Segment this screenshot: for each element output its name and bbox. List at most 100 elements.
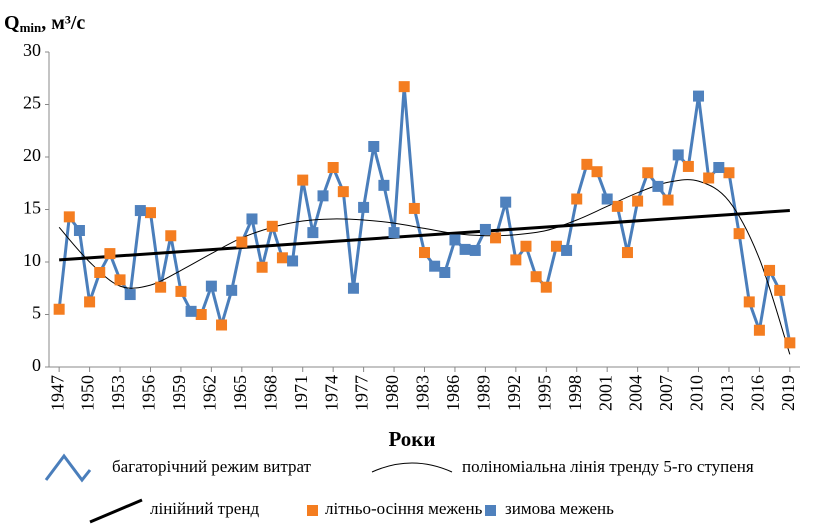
marker: [733, 228, 745, 240]
legend-label: зимова межень: [505, 499, 614, 518]
marker: [347, 282, 359, 294]
marker: [307, 227, 319, 239]
x-tick-label: 1968: [260, 375, 280, 411]
y-tick-label: 30: [23, 40, 41, 60]
marker: [124, 289, 136, 301]
marker: [591, 166, 603, 178]
y-label-sub: min: [20, 20, 42, 35]
marker: [155, 281, 167, 293]
marker: [713, 162, 725, 173]
marker: [500, 196, 512, 208]
marker: [358, 201, 370, 213]
marker: [540, 281, 552, 293]
marker: [205, 280, 217, 292]
legend-icon: [89, 498, 143, 524]
marker: [571, 193, 583, 205]
marker: [408, 202, 420, 214]
x-tick-label: 1965: [230, 375, 250, 411]
marker: [703, 172, 715, 184]
marker: [449, 234, 461, 246]
legend-label: літньо-осіння межень: [325, 499, 483, 518]
x-tick-label: 1998: [565, 375, 585, 411]
y-tick-label: 20: [23, 145, 41, 165]
x-tick-label: 1980: [382, 375, 402, 411]
marker: [621, 247, 633, 259]
marker: [84, 296, 96, 308]
marker: [63, 211, 75, 223]
marker: [73, 225, 85, 236]
marker: [672, 149, 684, 161]
marker: [642, 167, 654, 179]
x-tick-label: 1953: [108, 375, 128, 411]
y-tick-label: 15: [23, 198, 41, 218]
marker: [398, 81, 410, 93]
marker: [682, 160, 694, 172]
marker: [134, 205, 146, 217]
marker: [185, 305, 197, 317]
marker: [327, 162, 339, 173]
legend-label: лінійний тренд: [150, 499, 259, 518]
x-tick-label: 1959: [169, 375, 189, 411]
marker: [378, 179, 390, 191]
marker: [611, 200, 623, 212]
marker: [165, 230, 177, 242]
marker: [479, 223, 491, 235]
x-tick-label: 1995: [534, 375, 554, 411]
x-tick-label: 1962: [200, 375, 220, 411]
marker: [662, 194, 674, 206]
marker: [632, 195, 644, 207]
marker: [429, 260, 441, 272]
legend-icon: [307, 505, 318, 516]
marker: [368, 141, 380, 152]
y-tick-label: 25: [23, 93, 41, 113]
legend-icon: [44, 453, 92, 483]
marker: [723, 167, 735, 179]
marker: [764, 264, 776, 276]
x-tick-label: 1947: [47, 375, 67, 411]
y-axis-label: Qmin, м³/с: [4, 12, 85, 35]
marker: [439, 267, 451, 278]
x-tick-label: 2004: [626, 375, 646, 411]
x-tick-label: 1986: [443, 375, 463, 411]
marker: [216, 319, 228, 331]
marker: [236, 236, 248, 248]
x-tick-label: 1974: [321, 375, 341, 411]
y-tick-label: 10: [23, 250, 41, 270]
marker: [743, 296, 755, 308]
y-tick-label: 0: [32, 355, 41, 375]
x-tick-label: 2019: [778, 375, 798, 411]
legend-label: багаторічний режим витрат: [112, 457, 312, 476]
marker: [388, 227, 400, 239]
marker: [652, 180, 664, 192]
marker: [144, 207, 156, 219]
y-label-unit: , м³/с: [41, 12, 85, 34]
marker: [104, 248, 116, 260]
x-tick-label: 1977: [352, 375, 372, 411]
marker: [530, 271, 542, 283]
marker: [753, 324, 765, 336]
marker: [784, 337, 796, 349]
marker: [561, 244, 573, 256]
marker: [693, 90, 705, 102]
marker: [276, 252, 288, 264]
x-tick-label: 1971: [291, 375, 311, 411]
marker: [114, 274, 126, 286]
marker: [520, 240, 532, 252]
marker: [510, 254, 522, 266]
x-tick-label: 2016: [748, 375, 768, 411]
poly-trend: [58, 179, 791, 355]
marker: [287, 255, 299, 267]
marker: [550, 240, 562, 252]
legend-icon: [485, 505, 496, 516]
y-tick-label: 5: [32, 303, 41, 323]
marker: [256, 261, 268, 273]
marker: [226, 284, 238, 296]
marker: [246, 213, 258, 225]
y-label-main: Q: [4, 12, 20, 34]
x-tick-label: 2013: [717, 375, 737, 411]
x-tick-label: 1983: [413, 375, 433, 411]
x-axis-label: Роки: [388, 427, 435, 451]
x-tick-label: 1956: [139, 375, 159, 411]
linear-trend: [59, 209, 790, 262]
